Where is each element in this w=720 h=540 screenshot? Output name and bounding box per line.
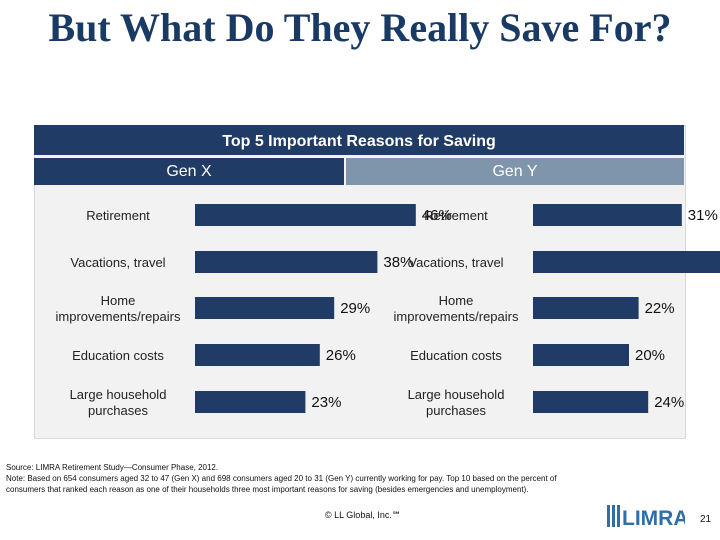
bar <box>195 297 335 319</box>
bar <box>533 251 720 273</box>
category-label: Large household purchases <box>70 387 167 418</box>
value-label: 46% <box>422 207 452 224</box>
category-label: Vacations, travel <box>408 255 503 270</box>
value-label: 20% <box>635 347 665 364</box>
bar <box>195 204 416 226</box>
category-label: Large household purchases <box>408 387 505 418</box>
bar <box>195 251 378 273</box>
category-label: Home improvements/repairs <box>56 293 181 324</box>
footnotes: Source: LIMRA Retirement Study—Consumer … <box>6 462 596 495</box>
bar <box>533 204 682 226</box>
logo-stripe <box>612 505 615 527</box>
logo-stripe <box>607 505 610 527</box>
slide-title: But What Do They Really Save For? <box>48 5 672 50</box>
value-label: 22% <box>645 300 675 317</box>
bar <box>533 297 639 319</box>
category-label: Education costs <box>410 348 502 363</box>
category-label: Vacations, travel <box>70 255 165 270</box>
logo-stripe <box>617 505 620 527</box>
bar <box>533 391 649 413</box>
bar <box>533 344 629 366</box>
page-number: 21 <box>700 514 712 525</box>
value-label: 38% <box>383 254 413 271</box>
logo-text: LIMRA <box>622 507 685 529</box>
limra-logo: LIMRA <box>607 505 685 529</box>
bar <box>195 344 320 366</box>
category-label: Home improvements/repairs <box>394 293 519 324</box>
chart-title: Top 5 Important Reasons for Saving <box>34 125 684 155</box>
gen-y-header: Gen Y <box>346 158 684 185</box>
category-label: Retirement <box>424 208 488 223</box>
gen-x-header: Gen X <box>34 158 344 185</box>
value-label: 29% <box>340 300 370 317</box>
copyright: © LL Global, Inc.℠ <box>325 510 402 520</box>
value-label: 26% <box>326 347 356 364</box>
category-label: Education costs <box>72 348 164 363</box>
value-label: 31% <box>688 207 718 224</box>
source-note: Source: LIMRA Retirement Study—Consumer … <box>6 463 219 472</box>
category-label: Retirement <box>86 208 150 223</box>
method-note: Note: Based on 654 consumers aged 32 to … <box>6 474 557 494</box>
value-label: 24% <box>654 394 684 411</box>
value-label: 23% <box>311 394 341 411</box>
bar <box>195 391 306 413</box>
